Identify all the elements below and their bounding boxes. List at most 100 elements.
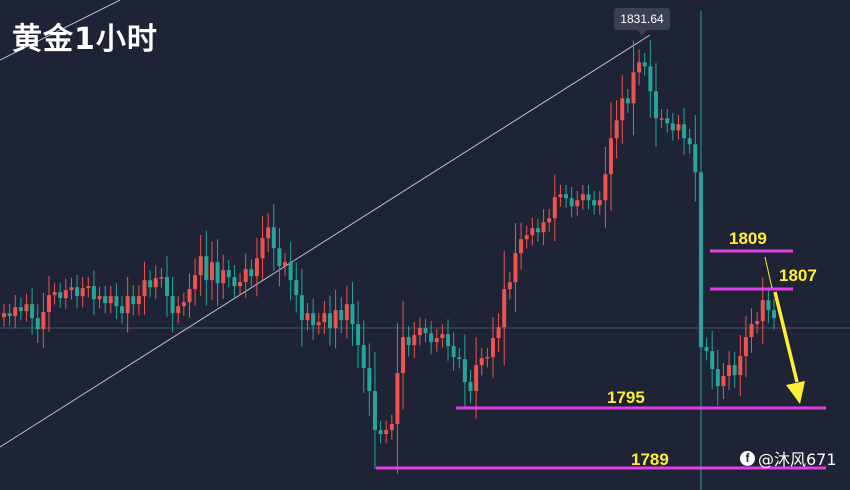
- candle-body: [198, 256, 203, 276]
- candle-body: [114, 296, 119, 307]
- level-label-1789: 1789: [631, 450, 669, 469]
- candle-body: [440, 334, 445, 339]
- candle-body: [653, 91, 658, 119]
- candle-body: [24, 304, 29, 312]
- candle-body: [305, 313, 310, 321]
- candle-body: [524, 235, 529, 240]
- candle-body: [226, 270, 231, 278]
- candle-body: [760, 300, 765, 322]
- candle-body: [513, 253, 518, 283]
- candle-body: [193, 275, 198, 290]
- candle-body: [170, 296, 175, 314]
- candle-body: [153, 278, 158, 288]
- candle-body: [665, 118, 670, 124]
- candle-body: [502, 289, 507, 328]
- candle-body: [580, 194, 585, 201]
- candle-body: [648, 66, 653, 92]
- candle-body: [361, 345, 366, 369]
- level-label-1809: 1809: [729, 229, 767, 248]
- level-label-1807: 1807: [779, 266, 817, 285]
- candle-body: [30, 304, 35, 319]
- candle-body: [575, 200, 580, 207]
- forecast-arrow-head: [786, 381, 805, 404]
- candle-body: [395, 373, 400, 425]
- candle-body: [221, 270, 226, 284]
- candle-body: [698, 172, 703, 348]
- candle-body: [710, 351, 715, 370]
- candle-body: [283, 262, 288, 267]
- candle-body: [63, 290, 68, 299]
- candle-body: [766, 300, 771, 311]
- candle-body: [625, 98, 630, 104]
- candle-body: [266, 227, 271, 239]
- candle-body: [232, 277, 237, 287]
- candle-body: [530, 228, 535, 236]
- candle-body: [755, 321, 760, 325]
- candle-body: [356, 324, 361, 346]
- candle-body: [727, 365, 732, 377]
- candle-body: [564, 194, 569, 199]
- candle-body: [479, 358, 484, 366]
- candle-body: [254, 258, 259, 277]
- candle-body: [496, 327, 501, 339]
- candle-body: [148, 280, 153, 288]
- candle-body: [181, 302, 186, 307]
- candle-body: [412, 335, 417, 346]
- peak-price-label: 1831.64: [614, 8, 670, 35]
- candle-body: [429, 333, 434, 343]
- candle-body: [136, 296, 141, 305]
- candle-body: [451, 346, 456, 358]
- candle-body: [46, 295, 51, 313]
- candle-body: [743, 337, 748, 357]
- candle-body: [372, 391, 377, 431]
- candle-body: [468, 382, 473, 392]
- candle-body: [277, 248, 282, 267]
- candle-body: [215, 262, 220, 284]
- candle-body: [401, 337, 406, 374]
- forecast-arrow-shaft: [773, 291, 799, 383]
- candle-body: [541, 222, 546, 233]
- pointer-line: [764, 256, 773, 289]
- candle-body: [378, 430, 383, 435]
- watermark: f @沐风671: [740, 446, 837, 470]
- candle-body: [58, 292, 63, 299]
- candle-body: [52, 292, 57, 296]
- candle-body: [311, 313, 316, 326]
- candle-body: [333, 310, 338, 329]
- candle-body: [676, 124, 681, 131]
- candle-body: [687, 138, 692, 145]
- candle-body: [490, 338, 495, 358]
- candle-body: [35, 318, 40, 330]
- candle-body: [209, 262, 214, 281]
- candle-body: [614, 120, 619, 139]
- candle-body: [7, 313, 12, 317]
- candle-body: [507, 282, 512, 290]
- trendline-lower: [0, 34, 651, 448]
- candle-body: [597, 200, 602, 206]
- candle-body: [659, 118, 664, 120]
- candle-body: [637, 62, 642, 73]
- candle-body: [738, 356, 743, 376]
- candle-body: [91, 286, 96, 300]
- candle-body: [423, 328, 428, 334]
- candle-body: [772, 310, 776, 319]
- candle-body: [446, 334, 451, 347]
- candle-body: [75, 287, 80, 297]
- candle-body: [350, 304, 355, 325]
- candle-body: [243, 269, 248, 283]
- candle-body: [159, 277, 164, 279]
- candle-body: [389, 424, 394, 431]
- candle-body: [642, 62, 647, 67]
- candle-body: [519, 239, 524, 254]
- candle-body: [327, 313, 332, 329]
- candle-body: [108, 296, 113, 304]
- candle-body: [322, 313, 327, 323]
- watermark-text: @沐风671: [758, 450, 837, 469]
- candle-body: [749, 324, 754, 338]
- candle-body: [260, 238, 265, 259]
- candle-body: [164, 277, 169, 297]
- candle-body: [103, 296, 108, 304]
- candle-body: [535, 228, 540, 233]
- candle-body: [339, 310, 344, 321]
